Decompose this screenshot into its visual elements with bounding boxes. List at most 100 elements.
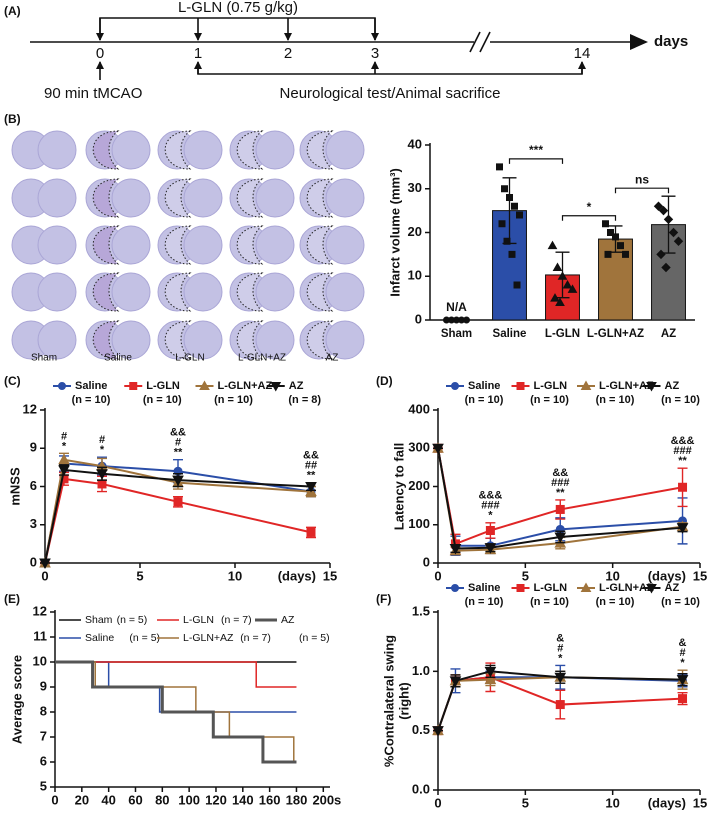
marker: [516, 382, 525, 390]
y-tick-label: 10: [33, 653, 47, 668]
marker: [604, 250, 612, 258]
series-line: [55, 661, 297, 688]
marker: [96, 469, 108, 480]
significance-mark: **: [174, 447, 183, 459]
marker: [496, 163, 503, 171]
significance-mark: ###: [551, 477, 569, 489]
treatment-bracket: [99, 17, 376, 40]
significance-mark: *: [558, 652, 563, 664]
legend-n: (n = 10): [214, 394, 253, 406]
infarct-area: [164, 225, 192, 265]
x-tick-label: 80: [155, 792, 169, 807]
marker: [484, 666, 497, 678]
legend-n: (n = 10): [465, 596, 504, 608]
significance-mark: **: [678, 455, 687, 467]
significance-mark: &: [679, 637, 687, 649]
infarct-area: [236, 225, 264, 265]
marker: [508, 250, 516, 258]
x-tick-label: Sham: [441, 328, 472, 340]
x-tick-label: 5: [522, 795, 529, 810]
marker: [676, 523, 689, 534]
marker: [668, 227, 679, 238]
marker: [58, 453, 70, 465]
marker: [617, 242, 624, 250]
brain-section: [255, 320, 295, 360]
legend-label: AZ: [665, 380, 680, 392]
y-tick-label: 12: [33, 603, 47, 618]
marker: [503, 237, 511, 245]
brain-section: [37, 272, 77, 312]
significance-mark: ###: [481, 500, 499, 512]
y-tick-label: 0: [423, 554, 430, 569]
y-tick-label: 5: [40, 778, 47, 793]
series-line: [44, 477, 312, 564]
legend-label: L-GLN+AZ: [183, 632, 234, 644]
significance-mark: #: [679, 647, 685, 659]
x-tick-label: 140: [232, 792, 254, 807]
event-label: Neurological test/Animal sacrifice: [280, 85, 501, 102]
significance-label: ns: [635, 172, 649, 186]
y-tick-label: 0: [415, 311, 422, 326]
day-label: 2: [284, 45, 292, 62]
legend-n: (n = 5): [117, 614, 148, 626]
panel-label: (E): [4, 592, 20, 606]
significance-mark: &&: [552, 467, 568, 479]
significance-bracket: [614, 187, 670, 194]
marker: [432, 443, 444, 455]
time-arrow: [630, 34, 648, 50]
infarct-area: [92, 225, 120, 265]
day-label: 14: [574, 45, 591, 62]
marker: [678, 482, 688, 492]
event-label: 90 min tMCAO: [44, 85, 142, 102]
legend-label: L-GLN: [534, 582, 568, 594]
marker: [550, 293, 560, 302]
marker: [567, 284, 578, 293]
marker: [646, 382, 657, 392]
axis-break: [479, 31, 491, 53]
legend-label: L-GLN+AZ: [599, 582, 654, 594]
significance-mark: #: [557, 642, 563, 654]
axis-break: [474, 30, 490, 54]
panel-label: (B): [4, 112, 21, 126]
axis-break: [469, 31, 481, 53]
marker: [554, 672, 567, 684]
marker: [656, 249, 666, 260]
x-tick-label: 180: [286, 792, 308, 807]
group-label: Sham: [31, 353, 57, 364]
x-tick-label: AZ: [661, 328, 676, 340]
brain-section: [183, 320, 223, 360]
x-tick-label: 15: [693, 568, 707, 583]
y-axis-label: Infarct volume (mm³): [387, 168, 402, 297]
brain-section: [37, 320, 77, 360]
group-label: Saline: [104, 353, 132, 364]
y-tick-label: 20: [408, 224, 422, 239]
marker: [555, 700, 565, 710]
y-tick-label: 300: [408, 440, 430, 455]
y-tick-label: 11: [33, 628, 47, 643]
x-axis-label: (days): [648, 795, 686, 810]
y-tick-label: 6: [30, 478, 37, 493]
x-tick-label: 60: [128, 792, 142, 807]
legend-n: (n = 10): [530, 394, 569, 406]
brain-section: [325, 320, 365, 360]
marker: [661, 262, 671, 273]
marker: [602, 220, 609, 228]
significance-mark: ###: [673, 445, 691, 457]
marker: [506, 194, 513, 201]
legend-n: (n = 10): [661, 394, 700, 406]
x-tick-label: 10: [228, 568, 242, 583]
infarct-area: [164, 272, 192, 312]
marker: [306, 527, 316, 537]
marker: [199, 380, 210, 390]
marker: [678, 694, 688, 704]
brain-section: [255, 130, 295, 170]
marker: [673, 236, 684, 246]
brain-section: [37, 130, 77, 170]
significance-mark: **: [556, 487, 565, 499]
y-tick-label: 30: [408, 180, 422, 195]
y-tick-label: 0.5: [412, 722, 430, 737]
y-axis-label: (right): [396, 682, 411, 720]
legend-label: AZ: [289, 380, 304, 392]
significance-mark: *: [488, 510, 493, 522]
legend-n: (n = 10): [530, 596, 569, 608]
